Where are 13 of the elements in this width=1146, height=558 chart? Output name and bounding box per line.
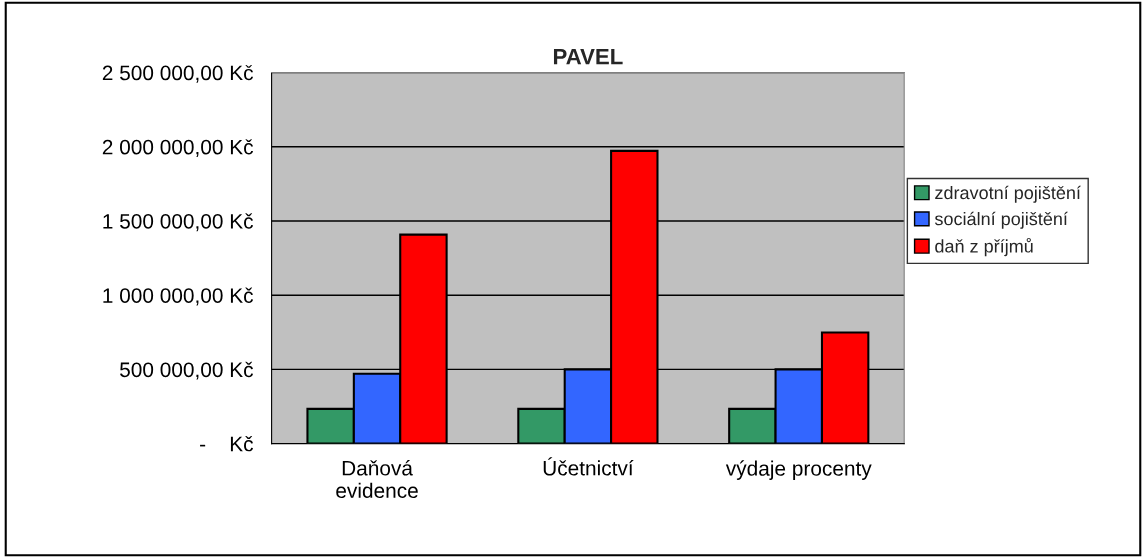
x-tick-label: výdaje procenty: [725, 460, 872, 480]
x-tick-label: Účetnictví: [543, 457, 634, 476]
legend-label: daň z příjmů: [935, 237, 1033, 257]
y-tick-label: 500 000,00 Kč: [120, 361, 254, 380]
chart-title: PAVEL: [553, 48, 623, 65]
y-tick-label: - Kč: [200, 435, 253, 452]
y-tick-label: 2 500 000,00 Kč: [102, 64, 254, 83]
legend-label: zdravotní pojištění: [935, 185, 1081, 203]
y-tick-label: 1 000 000,00 Kč: [103, 287, 254, 306]
x-tick-label: Daňová evidence: [336, 460, 418, 499]
y-tick-label: 2 000 000,00 Kč: [102, 139, 254, 157]
y-tick-label: 1 500 000,00 Kč: [103, 213, 254, 232]
legend-label: sociální pojištění: [934, 211, 1068, 229]
